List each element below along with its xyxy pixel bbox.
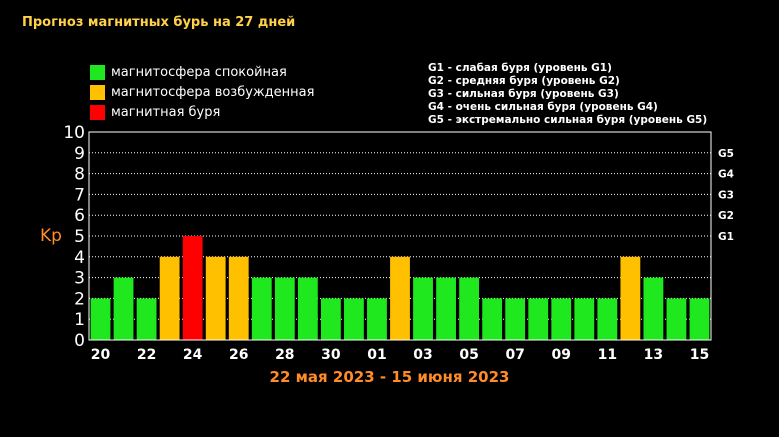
x-tick-label: 13 [644,347,663,363]
x-tick-label: 15 [690,347,709,363]
x-tick-label: 07 [505,347,524,363]
x-tick-label: 26 [229,347,248,363]
g-tick-label: G2 [718,210,734,222]
y-tick-label: 2 [74,289,85,309]
storm-level-g1: G1 - слабая буря (уровень G1) [428,62,612,74]
y-tick-label: 8 [74,165,85,185]
y-axis-label: Kp [40,226,62,246]
g-tick-label: G5 [718,148,734,160]
bar-kp [367,298,387,340]
y-tick-label: 10 [63,123,85,143]
bar-kp [136,298,157,340]
g-tick-labels: G1 G2 G3 G4 G5 [718,148,734,243]
bar-kp [320,298,341,340]
x-tick-label: 09 [552,347,571,363]
legend-item-storm: магнитная буря [90,102,314,122]
bar-kp [620,256,641,340]
bar-kp [205,256,226,340]
x-tick-label: 03 [413,347,432,363]
x-tick-label: 05 [459,347,478,363]
bar-kp [505,298,526,340]
bar-kp [182,236,203,340]
bars [90,236,710,340]
storm-level-g5: G5 - экстремально сильная буря (уровень … [428,114,708,126]
bar-kp [689,298,710,340]
g-tick-label: G4 [718,169,734,181]
bar-kp [574,298,595,340]
x-tick-label: 30 [321,347,341,363]
y-tick-label: 7 [74,185,85,205]
chart-title: Прогноз магнитных бурь на 27 дней [22,15,296,30]
bar-kp [113,277,134,340]
legend-item-unsettled: магнитосфера возбужденная [90,82,314,102]
x-tick-labels: 20 22 24 26 28 30 01 03 05 07 09 11 13 15 [91,347,709,363]
x-tick-label: 24 [183,347,203,363]
bar-kp [436,277,456,340]
y-tick-label: 0 [74,331,85,351]
plot-frame [88,131,712,341]
storm-level-g3: G3 - сильная буря (уровень G3) [428,88,619,100]
bar-kp [482,298,503,340]
bar-kp [528,298,549,340]
legend-swatch-storm [90,104,105,120]
legend: магнитосфера спокойная магнитосфера возб… [90,62,314,122]
bar-kp [159,256,180,340]
y-tick-label: 4 [74,248,85,268]
x-tick-label: 22 [137,347,156,363]
bar-kp [643,277,664,340]
bar-kp [666,298,687,340]
bar-kp [390,256,410,340]
date-range-label: 22 мая 2023 - 15 июня 2023 [269,368,510,386]
x-tick-label: 28 [275,347,294,363]
bar-kp [274,277,295,340]
legend-swatch-unsettled [90,84,105,100]
y-tick-label: 6 [74,206,85,226]
storm-level-legend: G1 - слабая буря (уровень G1) G2 - средн… [428,62,707,127]
g-tick-label: G3 [718,189,734,201]
legend-item-calm: магнитосфера спокойная [90,62,314,82]
legend-swatch-calm [90,64,105,80]
bar-kp [297,277,318,340]
x-tick-label: 01 [367,347,386,363]
bar-kp [344,298,364,340]
bar-kp [597,298,618,340]
y-tick-label: 9 [74,144,85,164]
g-tick-label: G1 [718,231,734,243]
bar-kp [251,277,272,340]
legend-label-storm: магнитная буря [111,104,221,120]
storm-level-g2: G2 - средняя буря (уровень G2) [428,75,620,87]
y-tick-label: 3 [74,269,85,289]
x-tick-label: 20 [91,347,111,363]
bar-kp [459,277,480,340]
x-tick-label: 11 [598,347,617,363]
bar-kp [90,298,111,340]
y-tick-label: 1 [74,310,85,330]
bar-kp [228,256,249,340]
legend-label-unsettled: магнитосфера возбужденная [111,84,315,100]
y-tick-label: 5 [74,227,85,247]
bar-kp [413,277,433,340]
bar-kp [551,298,572,340]
storm-level-g4: G4 - очень сильная буря (уровень G4) [428,101,658,113]
legend-label-calm: магнитосфера спокойная [111,64,287,80]
